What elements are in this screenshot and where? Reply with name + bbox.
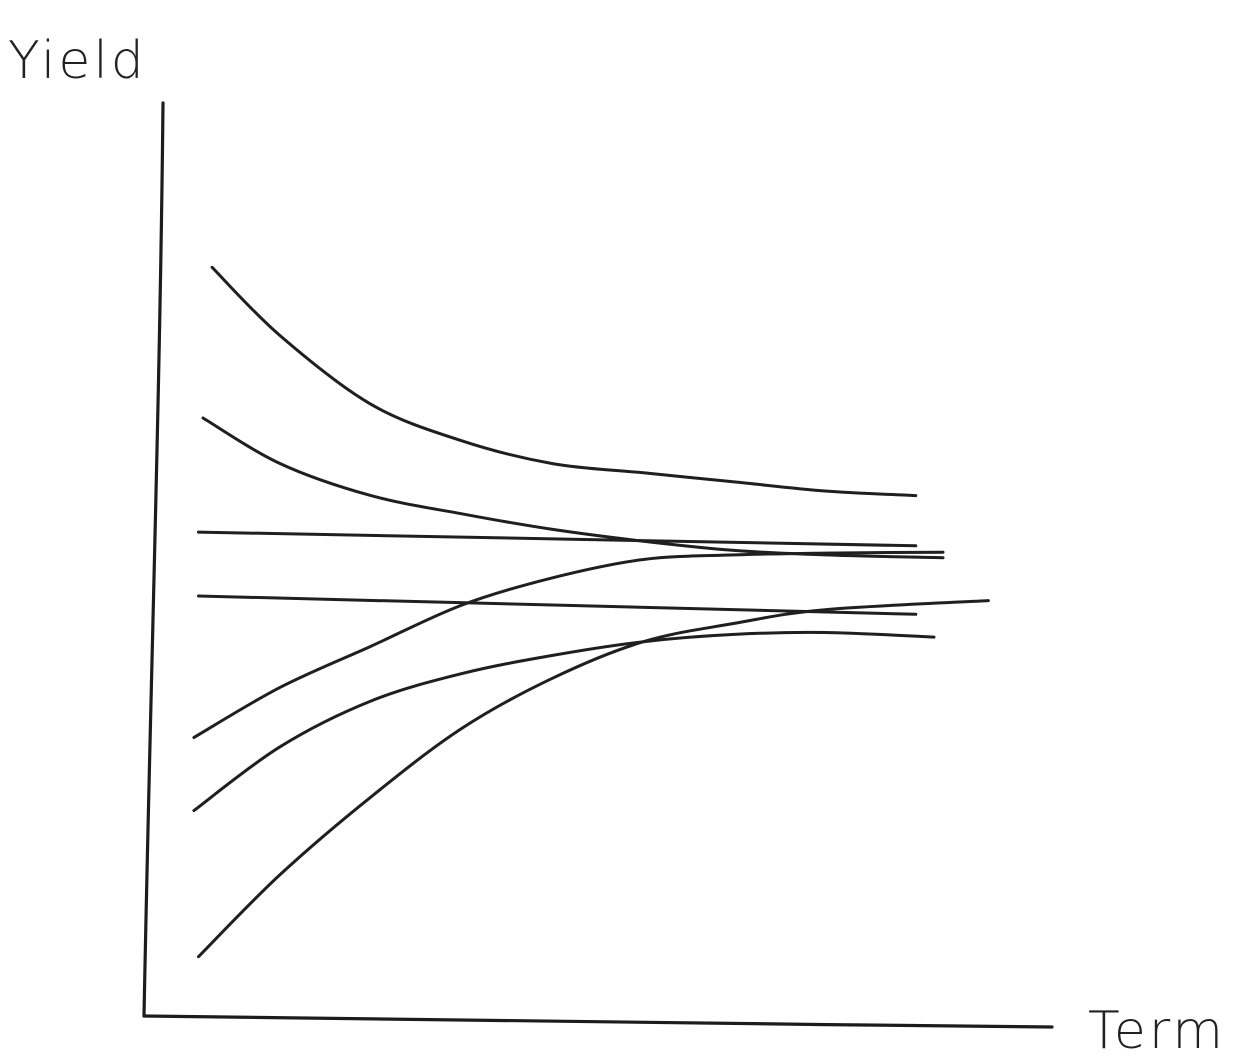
yield-curve-line-1 (210, 265, 918, 498)
axes (142, 101, 1054, 1029)
yield-curve-line-5 (192, 550, 945, 739)
y-axis-label: Yield (8, 31, 147, 91)
yield-curve-line-3 (196, 530, 918, 548)
yield-curve-line-2 (201, 416, 945, 560)
yield-curve-line-7 (197, 599, 990, 959)
y-axis-line (142, 101, 165, 1018)
yield-curve-line-4 (196, 594, 918, 616)
x-axis-line (142, 1014, 1054, 1029)
series-layer (192, 265, 990, 959)
yield-curve-line-6 (192, 630, 936, 813)
x-axis-label: Term (1088, 1001, 1226, 1056)
